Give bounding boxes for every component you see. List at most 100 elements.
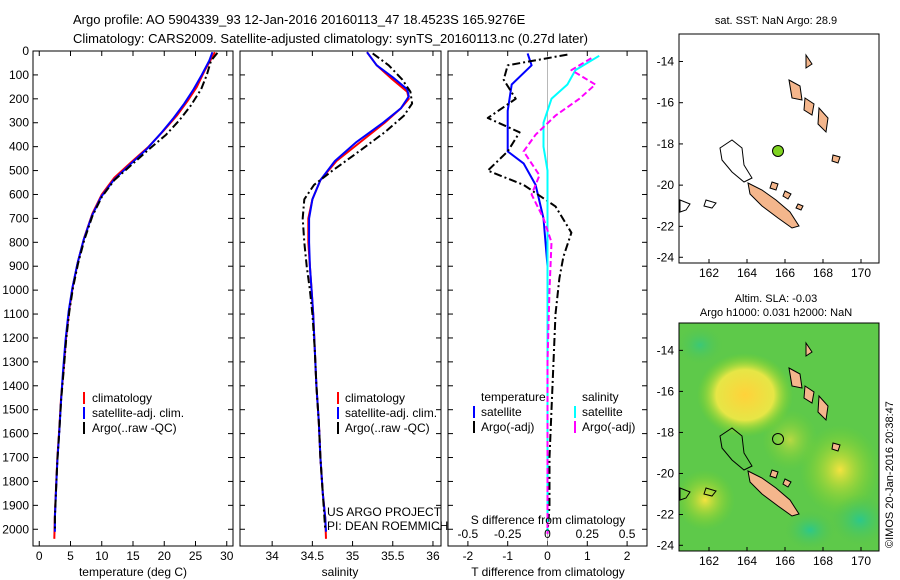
figure-title-line2: Climatology: CARS2009. Satellite-adjuste…: [73, 31, 588, 46]
argo-float-marker: [772, 145, 784, 157]
x-tick-label: 35.5: [381, 549, 405, 563]
y-tick-label: 1000: [2, 283, 29, 297]
salinity-legend: climatology satellite-adj. clim. Argo(..…: [337, 391, 437, 435]
sla-warm-anomaly: [800, 425, 879, 515]
x-tick-label: 5: [67, 549, 74, 563]
difference-series: [486, 53, 600, 535]
y-tick-label: 900: [9, 259, 29, 273]
temperature-panel: 0 5 10 15 20 25 300100200300400500600700800900…: [2, 44, 233, 579]
y-tick-label: 1900: [2, 498, 29, 512]
new-caledonia-landmass: [747, 182, 800, 229]
y-tick-label: 1700: [2, 451, 29, 465]
island: [703, 199, 717, 209]
legend-label-satellite: satellite-adj. clim.: [345, 406, 437, 420]
x-tick-label: 20: [158, 549, 172, 563]
lon-tick-label: 170: [851, 266, 871, 280]
salinity-series: [301, 51, 414, 539]
vanuatu-island: [817, 106, 829, 134]
pi-label: PI: DEAN ROEMMICH: [327, 519, 448, 533]
temperature-plot-frame: [32, 50, 234, 547]
sst-map-coastline-feature: [719, 139, 753, 183]
legend-label-t-argo: Argo(-adj): [481, 420, 534, 434]
y-tick-label: 1800: [2, 474, 29, 488]
lon-tick-label: 168: [813, 266, 833, 280]
series-argo-raw-qc: [53, 52, 219, 530]
lat-tick-label: -20: [657, 178, 675, 192]
sla-map-title-line2: Argo h1000: 0.031 h2000: NaN: [700, 307, 852, 319]
y-tick-label: 600: [9, 187, 29, 201]
x-tick-label: 2: [624, 549, 631, 563]
island: [679, 199, 691, 213]
lat-tick-label: -14: [657, 343, 675, 357]
sla-map-title-line1: Altim. SLA: -0.03: [735, 293, 818, 305]
sst-map-ticks: 162 164 166 168 170 -14 -16 -18 -20 -22 -24: [657, 54, 872, 280]
legend-label-s-satellite: satellite: [582, 405, 623, 419]
sla-cool-anomaly: [679, 325, 724, 365]
loyalty-island: [782, 478, 792, 488]
y-tick-label: 500: [9, 164, 29, 178]
salinity-x-label: salinity: [322, 565, 359, 579]
legend-label-climatology: climatology: [92, 391, 152, 405]
x-tick-label: 25: [189, 549, 203, 563]
s-tick-label: 0.25: [576, 527, 600, 541]
sla-warm-anomaly: [762, 410, 818, 470]
island: [831, 442, 841, 452]
imos-credit: ©IMOS 20-Jan-2016 20:38:47: [884, 401, 896, 548]
legend-heading-temperature: temperature: [481, 390, 546, 404]
y-tick-label: 800: [9, 235, 29, 249]
vanuatu-island: [803, 97, 815, 116]
lon-tick-label: 166: [775, 554, 795, 568]
lat-tick-label: -20: [657, 466, 675, 480]
x-tick-label: 34.5: [301, 549, 325, 563]
x-tick-label: 1: [584, 549, 591, 563]
vanuatu-island: [817, 394, 829, 422]
s-difference-label: S difference from climatology: [471, 513, 626, 527]
sst-map: sat. SST: NaN Argo: 28.9 162 164 166 168 170…: [657, 15, 880, 280]
x-tick-label: -2: [463, 549, 474, 563]
series-t-argo-adj: [486, 53, 573, 535]
sst-map-title: sat. SST: NaN Argo: 28.9: [715, 15, 837, 27]
x-tick-label: 15: [126, 549, 140, 563]
x-tick-label: 30: [220, 549, 234, 563]
x-tick-label: 34: [265, 549, 279, 563]
x-tick-label: 0: [544, 549, 551, 563]
lon-tick-label: 166: [775, 266, 795, 280]
y-tick-label: 1300: [2, 355, 29, 369]
sla-cool-anomaly: [784, 510, 836, 550]
sla-map: Altim. SLA: -0.03 Argo h1000: 0.031 h200…: [657, 293, 880, 568]
legend-label-satellite: satellite-adj. clim.: [92, 406, 184, 420]
s-tick-label: 0: [544, 527, 551, 541]
difference-panel: -2 -1 0 1 2 temperature satellite Argo(-adj)…: [447, 50, 648, 579]
series-satellite-adj-clim: [308, 51, 410, 532]
loyalty-island: [795, 203, 804, 211]
vanuatu-island: [803, 385, 815, 404]
temperature-x-label: temperature (deg C): [79, 565, 187, 579]
loyalty-island: [769, 181, 779, 191]
sla-map-frame: [678, 322, 880, 552]
y-tick-label: 1400: [2, 379, 29, 393]
lat-tick-label: -24: [657, 538, 675, 552]
y-tick-label: 700: [9, 211, 29, 225]
s-tick-label: -0.5: [458, 527, 479, 541]
legend-label-argo: Argo(..raw -QC): [345, 421, 430, 435]
s-tick-label: -0.25: [494, 527, 522, 541]
y-tick-label: 0: [22, 44, 29, 58]
x-tick-label: -1: [502, 549, 513, 563]
x-tick-label: 35: [346, 549, 360, 563]
salinity-axis-ticks: 34 34.5 35 35.5 36: [240, 50, 441, 563]
legend-label-t-satellite: satellite: [481, 405, 522, 419]
island: [679, 487, 691, 501]
sla-field: [679, 323, 879, 551]
legend-heading-salinity: salinity: [582, 390, 619, 404]
temperature-axis-ticks: 0 5 10 15 20 25 300100200300400500600700800900…: [2, 44, 233, 563]
island: [831, 154, 841, 164]
x-tick-label: 0: [36, 549, 43, 563]
series-s-argo-adj: [522, 57, 597, 534]
temperature-legend: climatology satellite-adj. clim. Argo(..…: [83, 391, 184, 435]
lon-tick-label: 170: [851, 554, 871, 568]
lon-tick-label: 162: [699, 554, 719, 568]
new-caledonia-landmass: [747, 470, 800, 517]
y-tick-label: 400: [9, 140, 29, 154]
sla-warm-anomaly: [679, 470, 735, 530]
